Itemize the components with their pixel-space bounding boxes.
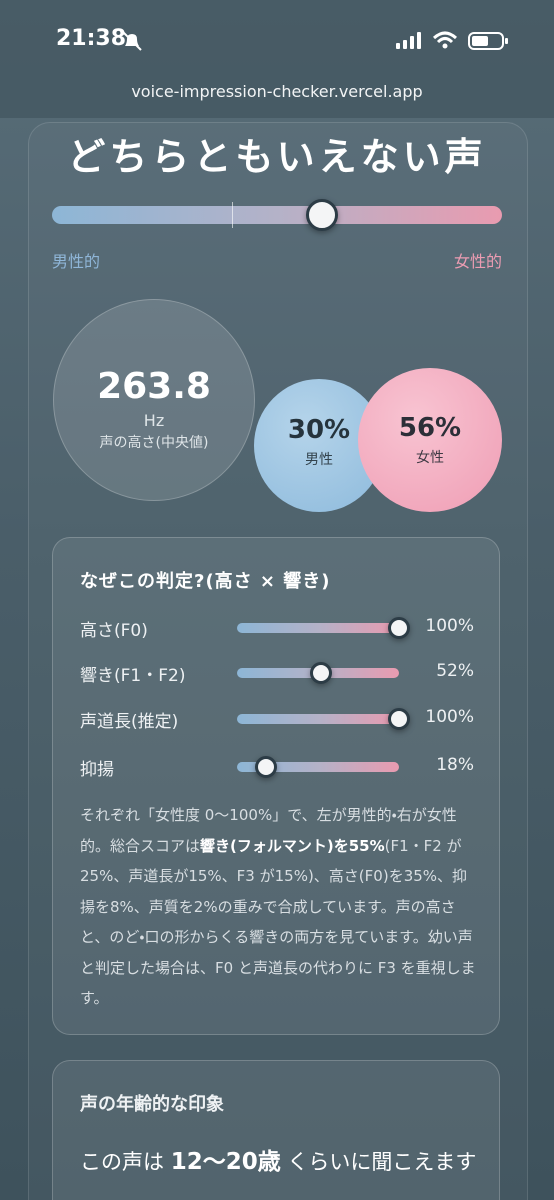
factor-value: 18%: [436, 755, 474, 775]
factor-track: [237, 714, 399, 724]
age-card: [52, 1060, 500, 1200]
factor-track: [237, 762, 399, 772]
age-range: 12〜20歳: [170, 1149, 281, 1175]
factor-knob: [255, 756, 278, 778]
note-text: (F1・F2 が25%、声道長が15%、F3 が15%)、高さ(F0)を35%、…: [80, 836, 476, 1008]
female-label: 女性: [416, 450, 444, 466]
factor-knob: [310, 662, 333, 684]
age-title: 声の年齢的な印象: [80, 1094, 224, 1115]
factor-track: [237, 623, 399, 633]
mute-icon: [122, 31, 142, 51]
factor-label: 高さ(F0): [80, 621, 148, 641]
reasons-note: それぞれ「女性度 0〜100%」で、左が男性的・右が女性的。総合スコアは響き(フ…: [80, 800, 480, 1014]
factor-knob: [388, 708, 410, 730]
score-track: [52, 206, 502, 224]
male-label: 男性: [305, 452, 333, 468]
pitch-circle: 263.8 Hz 声の高さ(中央値): [53, 299, 255, 501]
result-title: どちらともいえない声: [67, 135, 487, 179]
status-icons: [396, 31, 508, 50]
center-marker: [232, 202, 233, 228]
female-circle: 56% 女性: [358, 368, 502, 512]
factor-knob: [388, 617, 410, 639]
factor-label: 響き(F1・F2): [80, 666, 186, 686]
url-bar[interactable]: voice-impression-checker.vercel.app: [131, 82, 423, 101]
status-bar: 21:38 voice-impression-checker.vercel.ap…: [0, 0, 554, 118]
clock: 21:38: [56, 26, 127, 51]
reasons-title: なぜこの判定?(高さ × 響き): [80, 571, 331, 592]
pitch-unit: Hz: [143, 411, 165, 430]
result-panel: [28, 122, 528, 1200]
male-value: 30%: [287, 415, 351, 445]
pitch-value: 263.8: [97, 366, 211, 407]
reasons-card: [52, 537, 500, 1035]
scale-left: 男性的: [52, 252, 101, 271]
age-before: この声は: [80, 1150, 164, 1174]
score-knob: [306, 199, 338, 231]
factor-label: 声道長(推定): [80, 712, 179, 732]
factor-value: 52%: [436, 661, 474, 681]
note-bold: 響き(フォルマント)を55%: [200, 836, 385, 855]
age-after: くらいに聞こえます: [287, 1150, 477, 1174]
pitch-label: 声の高さ(中央値): [99, 435, 209, 451]
note-text: それぞれ「女性度 0〜100%」で、左が男性的・右が女性的。総合スコアは: [80, 806, 457, 855]
age-text: この声は 12〜20歳 くらいに聞こえます: [80, 1144, 480, 1180]
female-value: 56%: [398, 413, 462, 443]
scale-right: 女性的: [453, 252, 502, 271]
factor-value: 100%: [425, 707, 474, 727]
factor-value: 100%: [425, 616, 474, 636]
factor-label: 抑揚: [80, 760, 114, 780]
